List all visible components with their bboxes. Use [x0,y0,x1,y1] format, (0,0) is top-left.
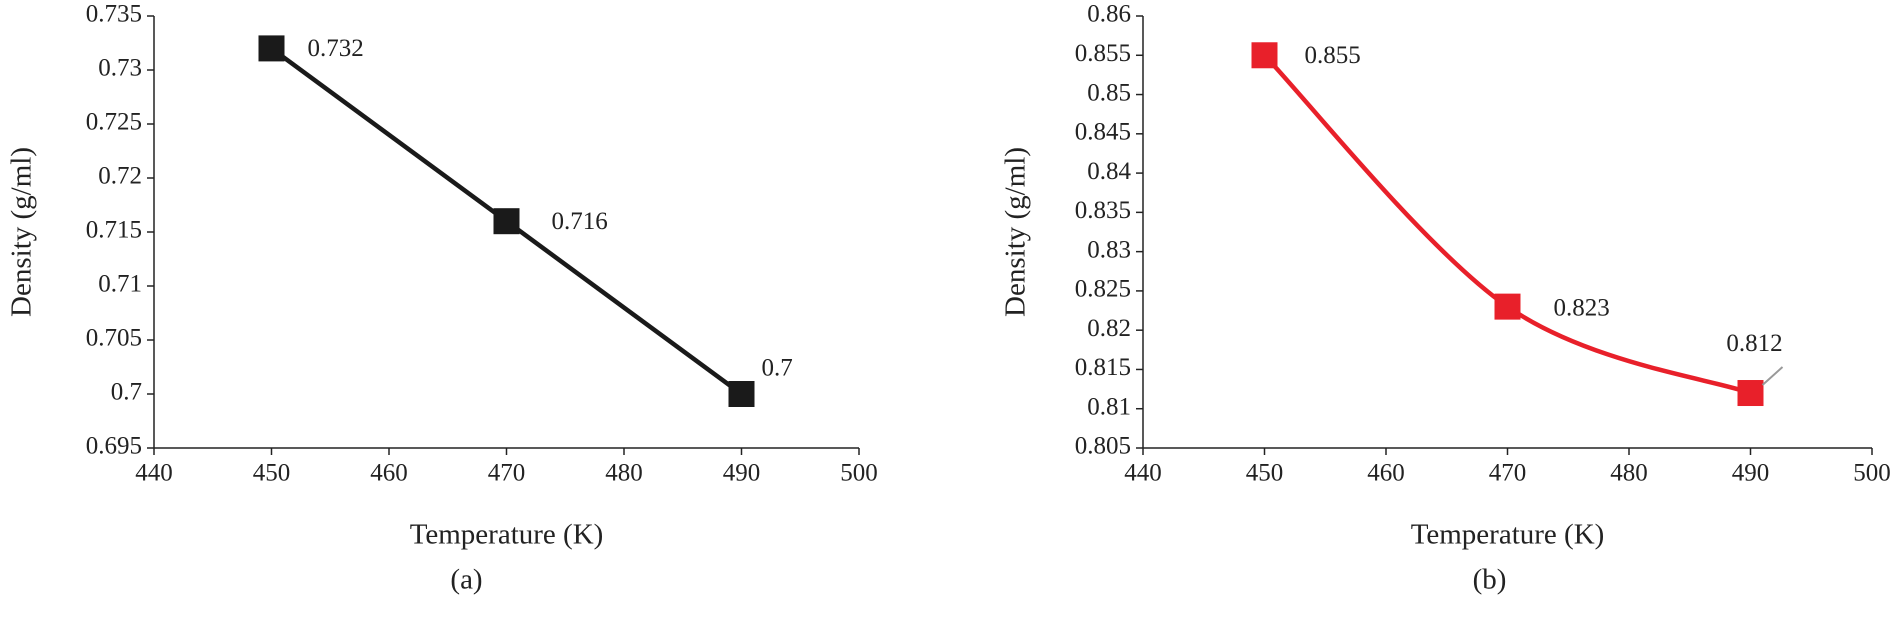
x-axis-title: Temperature (K) [410,519,604,551]
caption: (a) [450,564,482,596]
x-tick-label: 450 [253,460,291,487]
data-label: 0.716 [552,208,608,235]
y-tick-label: 0.725 [86,109,142,136]
y-axis-title: Density (g/ml) [6,147,38,317]
y-tick-label: 0.825 [1075,276,1131,303]
marker [1737,380,1764,407]
y-tick-label: 0.85 [1087,79,1131,106]
y-tick-label: 0.82 [1087,315,1131,342]
y-tick-label: 0.695 [86,433,142,460]
data-label: 0.823 [1554,294,1610,321]
x-tick-label: 460 [370,460,408,487]
marker [493,208,520,235]
data-label: 0.7 [762,355,793,382]
y-axis-title: Density (g/ml) [1000,147,1032,317]
data-label: 0.732 [308,35,364,62]
x-tick-label: 440 [1124,460,1162,487]
data-label: 0.855 [1305,42,1361,69]
y-tick-label: 0.7 [111,379,142,406]
x-tick-label: 490 [723,460,761,487]
data-label: 0.812 [1726,330,1782,357]
marker [258,35,285,62]
y-tick-label: 0.81 [1087,393,1131,420]
y-tick-label: 0.72 [98,163,142,190]
x-tick-label: 500 [840,460,878,487]
x-tick-label: 470 [488,460,526,487]
y-tick-label: 0.705 [86,325,142,352]
x-tick-label: 470 [1489,460,1527,487]
x-tick-label: 480 [605,460,643,487]
marker [728,381,755,407]
y-tick-label: 0.84 [1087,158,1131,185]
marker [1251,42,1278,69]
x-tick-label: 490 [1732,460,1770,487]
y-tick-label: 0.735 [86,1,142,28]
y-tick-label: 0.73 [98,55,142,82]
y-tick-label: 0.835 [1075,197,1131,224]
caption: (b) [1473,564,1507,596]
y-tick-label: 0.71 [98,271,142,298]
y-tick-label: 0.855 [1075,40,1131,67]
y-tick-label: 0.845 [1075,119,1131,146]
x-tick-label: 450 [1246,460,1284,487]
y-tick-label: 0.805 [1075,433,1131,460]
x-axis-title: Temperature (K) [1411,519,1605,551]
leader-line [1761,366,1784,386]
x-tick-label: 460 [1367,460,1405,487]
y-tick-label: 0.83 [1087,236,1131,263]
y-tick-label: 0.815 [1075,354,1131,381]
x-tick-label: 500 [1853,460,1891,487]
x-tick-label: 440 [135,460,173,487]
y-tick-label: 0.715 [86,217,142,244]
x-tick-label: 480 [1610,460,1648,487]
data-line [1262,53,1752,396]
marker [1494,293,1521,320]
y-tick-label: 0.86 [1087,1,1131,28]
